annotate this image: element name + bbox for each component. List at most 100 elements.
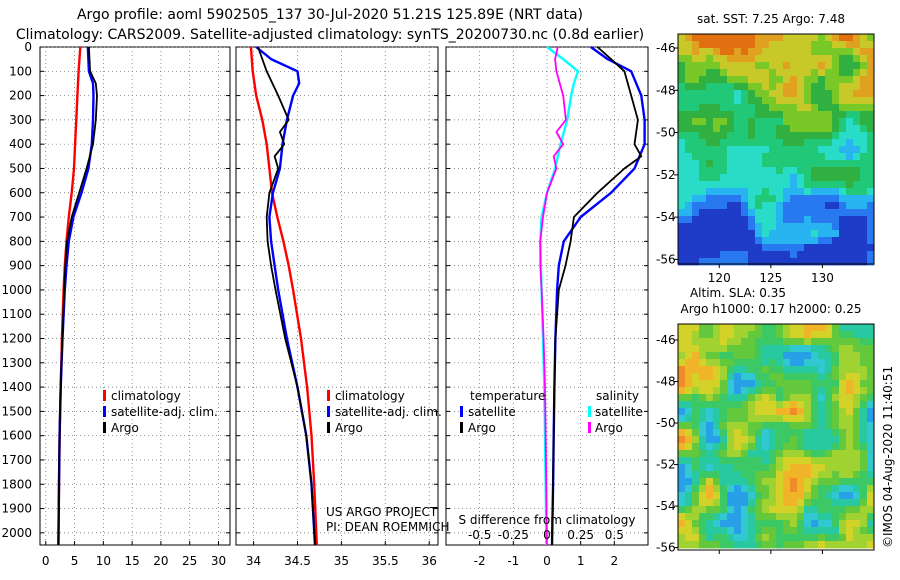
map-cell xyxy=(818,520,826,528)
map-cell xyxy=(685,139,693,147)
map-cell xyxy=(860,174,868,182)
map-cell xyxy=(734,506,742,514)
map-cell xyxy=(741,478,749,486)
depth-tick-label: 1800 xyxy=(1,477,32,491)
xtick-label: 10 xyxy=(96,554,111,568)
map-cell xyxy=(776,76,784,84)
xtick-label: 36 xyxy=(422,554,437,568)
map-cell xyxy=(713,41,721,49)
map-cell xyxy=(706,499,714,507)
map-cell xyxy=(818,244,826,252)
panel-frame xyxy=(235,46,439,546)
map-cell xyxy=(762,125,770,133)
map-cell xyxy=(825,520,833,528)
map-cell xyxy=(804,160,812,168)
map-cell xyxy=(734,345,742,353)
map-cell xyxy=(867,41,875,49)
map-cell xyxy=(853,506,861,514)
map-cell xyxy=(776,366,784,374)
map-cell xyxy=(846,55,854,63)
map-cell xyxy=(804,541,812,549)
map-cell xyxy=(748,408,756,416)
map-cell xyxy=(860,181,868,189)
map-cell xyxy=(713,443,721,451)
map-cell xyxy=(713,202,721,210)
map-cell xyxy=(776,209,784,217)
map-cell xyxy=(713,237,721,245)
map-cell xyxy=(762,202,770,210)
map-cell xyxy=(818,429,826,437)
map-cell xyxy=(804,513,812,521)
map-cell xyxy=(825,352,833,360)
map-cell xyxy=(860,90,868,98)
map-cell xyxy=(797,104,805,112)
map-cell xyxy=(727,499,735,507)
map-cell xyxy=(797,443,805,451)
map-cell xyxy=(860,153,868,161)
map-cell xyxy=(818,366,826,374)
map-cell xyxy=(678,478,686,486)
map-cell xyxy=(692,499,700,507)
map-cell xyxy=(790,541,798,549)
map-cell xyxy=(790,527,798,535)
map-cell xyxy=(685,41,693,49)
map-cell xyxy=(699,34,707,42)
map-cell xyxy=(755,216,763,224)
map-cell xyxy=(811,153,819,161)
map-cell xyxy=(776,97,784,105)
map-cell xyxy=(720,139,728,147)
map-cell xyxy=(699,429,707,437)
map-cell xyxy=(811,499,819,507)
map-cell xyxy=(706,387,714,395)
sla-lat-label: -56 xyxy=(656,541,676,555)
map-cell xyxy=(685,401,693,409)
map-cell xyxy=(776,478,784,486)
map-cell xyxy=(804,223,812,231)
map-cell xyxy=(797,76,805,84)
map-cell xyxy=(811,471,819,479)
map-cell xyxy=(783,160,791,168)
map-cell xyxy=(839,160,847,168)
map-cell xyxy=(853,436,861,444)
map-cell xyxy=(762,359,770,367)
map-cell xyxy=(734,401,742,409)
map-cell xyxy=(734,457,742,465)
map-cell xyxy=(811,352,819,360)
map-cell xyxy=(678,83,686,91)
map-cell xyxy=(692,55,700,63)
map-cell xyxy=(790,401,798,409)
map-cell xyxy=(867,324,875,332)
map-cell xyxy=(860,450,868,458)
map-cell xyxy=(727,534,735,542)
map-cell xyxy=(832,408,840,416)
map-cell xyxy=(720,338,728,346)
map-cell xyxy=(734,541,742,549)
map-cell xyxy=(748,188,756,196)
map-cell xyxy=(811,485,819,493)
map-cell xyxy=(825,380,833,388)
map-cell xyxy=(678,352,686,360)
map-cell xyxy=(692,471,700,479)
map-cell xyxy=(790,209,798,217)
map-cell xyxy=(867,499,875,507)
map-cell xyxy=(741,387,749,395)
map-cell xyxy=(811,41,819,49)
map-cell xyxy=(797,34,805,42)
map-cell xyxy=(853,202,861,210)
map-cell xyxy=(713,401,721,409)
map-cell xyxy=(860,41,868,49)
map-cell xyxy=(818,174,826,182)
map-cell xyxy=(860,125,868,133)
map-cell xyxy=(811,478,819,486)
map-cell xyxy=(706,450,714,458)
map-cell xyxy=(818,464,826,472)
map-cell xyxy=(699,167,707,175)
map-cell xyxy=(720,345,728,353)
map-cell xyxy=(797,352,805,360)
map-cell xyxy=(748,202,756,210)
map-cell xyxy=(769,338,777,346)
map-cell xyxy=(713,188,721,196)
map-cell xyxy=(804,387,812,395)
map-cell xyxy=(741,244,749,252)
map-cell xyxy=(734,118,742,126)
